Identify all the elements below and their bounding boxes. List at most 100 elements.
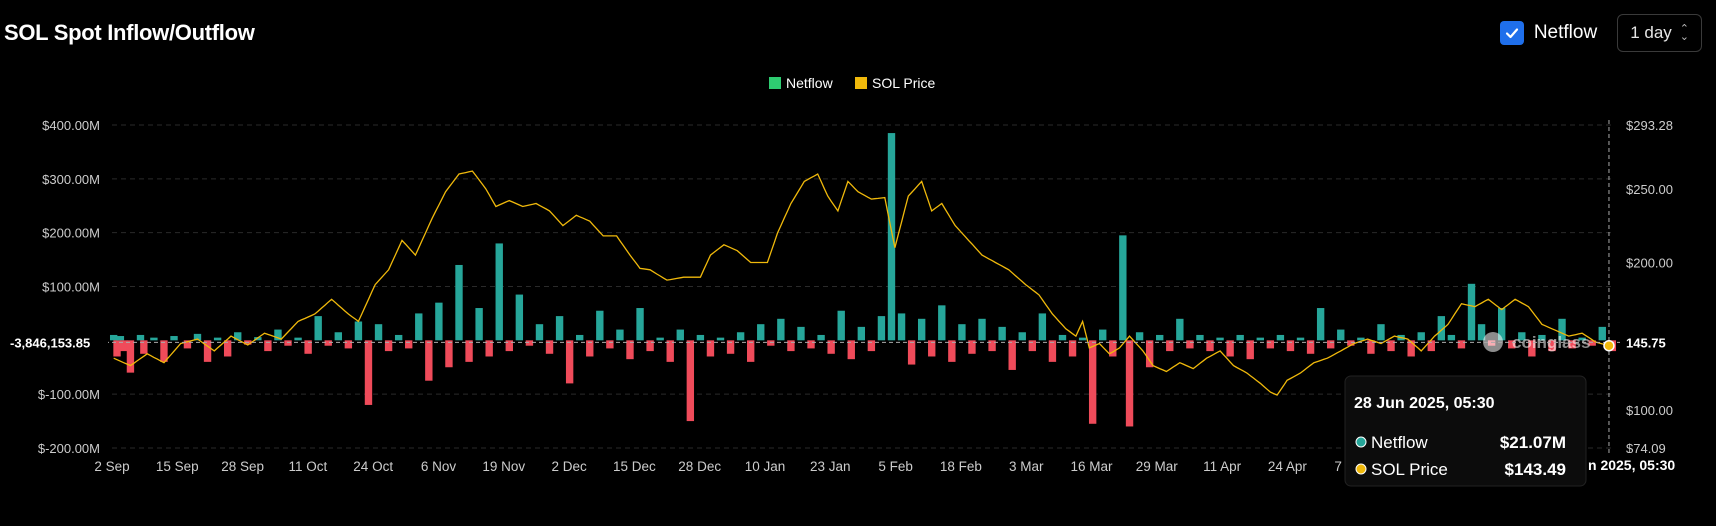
netflow-bar xyxy=(314,316,322,341)
y-left-tick-label: $-100.00M xyxy=(38,387,100,402)
netflow-bar xyxy=(374,324,383,341)
netflow-bar xyxy=(455,264,463,341)
netflow-bar xyxy=(1236,334,1244,341)
netflow-bar xyxy=(1008,340,1016,370)
netflow-bar xyxy=(636,308,644,341)
netflow-bar xyxy=(696,334,705,341)
netflow-bar xyxy=(213,337,222,341)
tooltip: 28 Jun 2025, 05:30 Netflow $21.07M SOL Pric… xyxy=(1344,375,1587,487)
netflow-bar xyxy=(1156,334,1164,341)
interval-select[interactable]: 1 day ⌃ ⌄ xyxy=(1617,14,1702,52)
x-tick-label: 2 Dec xyxy=(551,459,587,474)
netflow-bar xyxy=(284,340,292,346)
netflow-bar xyxy=(1497,308,1506,341)
tooltip-price-dot xyxy=(1355,463,1367,475)
netflow-bar xyxy=(1508,340,1516,349)
netflow-bar xyxy=(565,340,574,384)
netflow-bar xyxy=(1196,334,1204,341)
y-left-tick-label: $100.00M xyxy=(42,280,100,295)
netflow-bar xyxy=(1058,334,1067,341)
netflow-toggle[interactable]: Netflow xyxy=(1499,21,1597,45)
netflow-bar xyxy=(736,332,745,341)
netflow-bar xyxy=(1125,340,1134,427)
netflow-bar xyxy=(334,332,342,341)
tooltip-netflow-value: $21.07M xyxy=(1500,433,1566,452)
netflow-bar xyxy=(1099,329,1107,341)
tooltip-panel xyxy=(1344,375,1587,487)
netflow-bar xyxy=(797,326,805,341)
netflow-bar xyxy=(1018,332,1026,341)
netflow-bar xyxy=(254,337,262,341)
netflow-bar xyxy=(234,332,242,341)
x-tick-label: 15 Sep xyxy=(156,459,199,474)
netflow-bar xyxy=(596,310,604,341)
netflow-bar xyxy=(150,337,158,341)
netflow-bar xyxy=(807,340,815,349)
netflow-bar xyxy=(857,326,866,341)
netflow-bar xyxy=(887,133,896,341)
netflow-bar xyxy=(948,340,956,362)
netflow-bar xyxy=(787,340,795,352)
netflow-bar xyxy=(475,308,483,341)
netflow-bar xyxy=(485,340,493,357)
netflow-bar xyxy=(140,340,148,354)
netflow-bar xyxy=(1327,340,1335,349)
netflow-bar xyxy=(1427,340,1435,352)
crosshair-bottom-label: n 2025, 05:30 xyxy=(1588,457,1675,473)
netflow-bar xyxy=(1266,340,1275,349)
netflow-bar xyxy=(1538,334,1546,341)
y-right-tick-label: $100.00 xyxy=(1626,403,1673,418)
y-left-tick-label: $-200.00M xyxy=(38,441,100,456)
netflow-bar xyxy=(867,340,876,352)
netflow-bar xyxy=(726,340,735,354)
netflow-bar xyxy=(1078,337,1087,341)
netflow-bar xyxy=(676,329,684,341)
netflow-bar xyxy=(757,324,765,341)
netflow-bar xyxy=(1206,340,1214,352)
netflow-bar xyxy=(525,340,534,346)
x-tick-label: 28 Sep xyxy=(221,459,264,474)
netflow-bar xyxy=(978,318,986,341)
price-series xyxy=(113,170,1610,396)
y-right-tick-label: $293.28 xyxy=(1626,118,1673,133)
netflow-bar xyxy=(646,340,654,352)
y-right-tick-label: $200.00 xyxy=(1626,255,1673,270)
netflow-bar xyxy=(1437,316,1446,341)
netflow-bar xyxy=(656,337,664,341)
netflow-bar xyxy=(686,340,695,422)
netflow-bar xyxy=(917,318,926,341)
netflow-bar xyxy=(1337,329,1345,341)
netflow-bar xyxy=(116,336,125,341)
netflow-bar xyxy=(170,336,178,341)
netflow-bar xyxy=(1558,318,1566,341)
netflow-bar xyxy=(716,337,725,341)
netflow-bar xyxy=(1145,340,1154,368)
x-tick-label: 28 Dec xyxy=(678,459,721,474)
netflow-bar xyxy=(988,340,996,352)
y-right-tick-label: $74.09 xyxy=(1626,441,1666,456)
legend-price-swatch xyxy=(855,77,867,89)
netflow-bar xyxy=(1518,332,1526,341)
x-tick-label: 19 Nov xyxy=(482,459,525,474)
netflow-bar xyxy=(113,340,121,357)
netflow-bar xyxy=(515,294,524,341)
netflow-bar xyxy=(1598,326,1606,341)
chart-legend: Netflow SOL Price xyxy=(769,75,935,91)
price-line xyxy=(113,170,1610,396)
netflow-bar xyxy=(193,333,202,341)
netflow-bar xyxy=(1256,337,1264,341)
watermark-text: coinglass xyxy=(1512,333,1590,352)
netflow-bar xyxy=(304,340,312,354)
netflow-bar xyxy=(465,340,473,362)
crosshair-bottom-box xyxy=(1583,453,1676,475)
crosshair-right-label: 145.75 xyxy=(1626,335,1666,350)
netflow-bar xyxy=(626,340,634,360)
y-left-tick-label: $300.00M xyxy=(42,172,100,187)
netflow-bar xyxy=(126,340,135,373)
y-axis-left: $400.00M $300.00M $200.00M $100.00M $-100.00… xyxy=(38,118,100,456)
netflow-bar xyxy=(364,340,373,405)
netflow-bar xyxy=(555,316,564,341)
netflow-checkbox[interactable] xyxy=(1499,21,1524,45)
x-tick-label: 24 Oct xyxy=(353,459,393,474)
netflow-bar xyxy=(344,340,353,349)
